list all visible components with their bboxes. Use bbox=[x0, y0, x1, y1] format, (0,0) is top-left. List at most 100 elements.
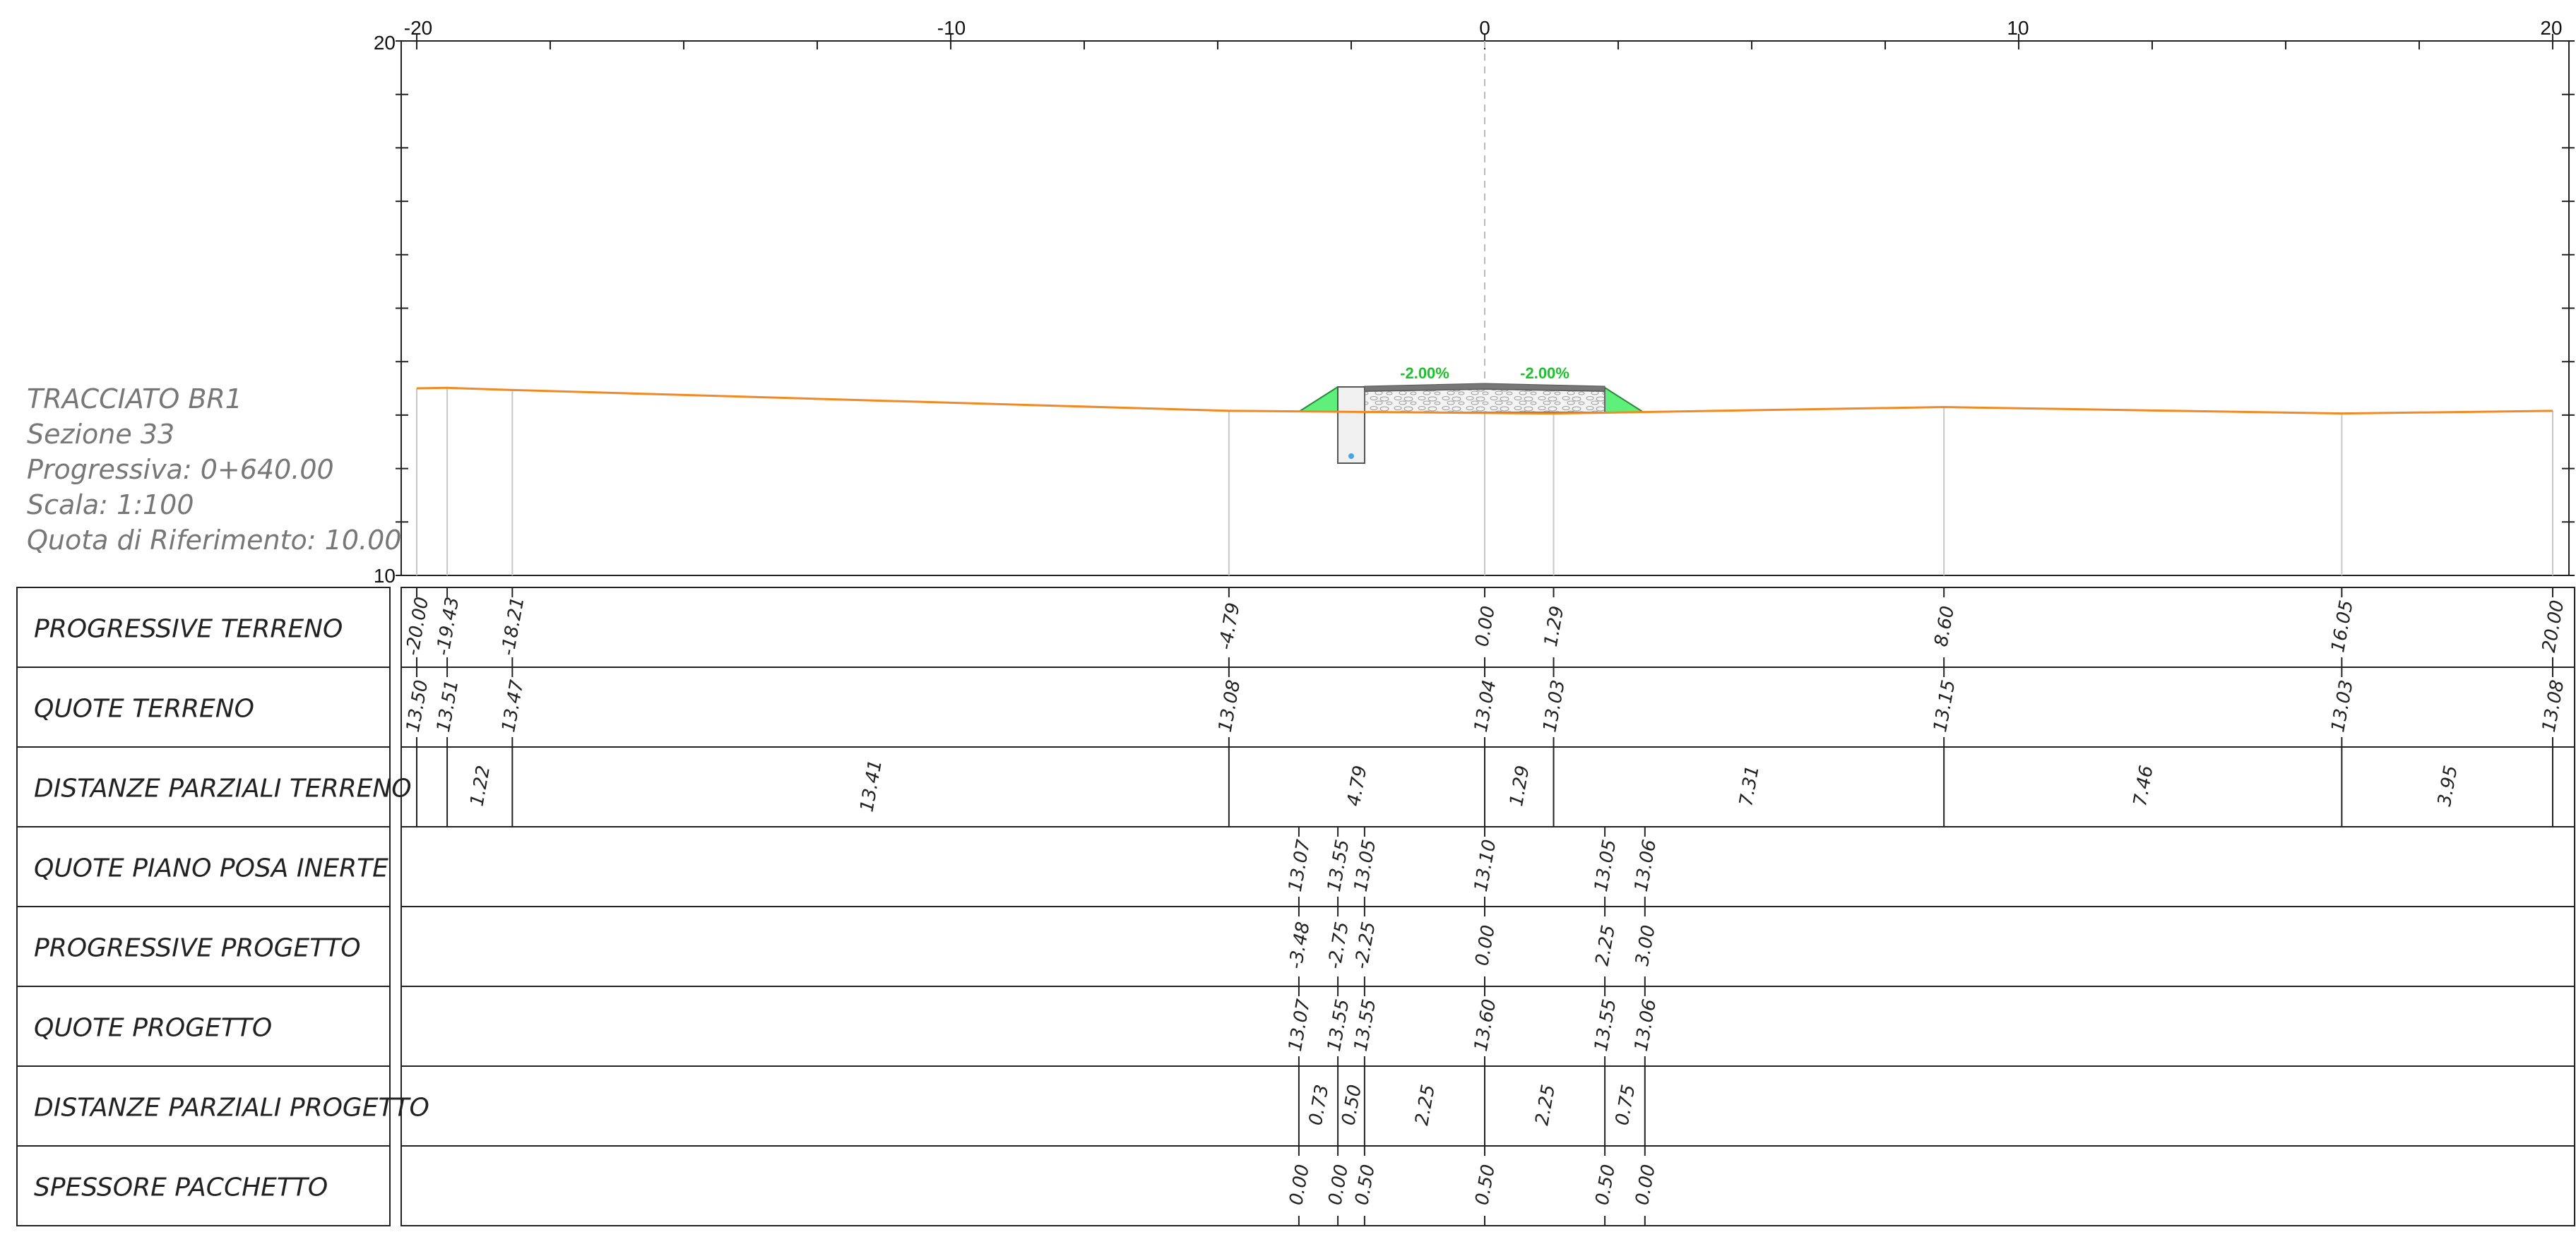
distance-label: 0.50 bbox=[1338, 1083, 1366, 1127]
axis-labels: -20 -10 0 10 20 20 10 bbox=[374, 17, 2563, 587]
distance-label: 13.41 bbox=[856, 758, 886, 814]
drain-point bbox=[1348, 453, 1354, 459]
row-label: PROGRESSIVE PROGETTO bbox=[34, 934, 361, 963]
distance-label: 3.95 bbox=[2434, 764, 2462, 808]
table-row: PROGRESSIVE TERRENO -20.00-19.43 -18.21 -4.… bbox=[16, 587, 2575, 668]
value-label: 13.60 bbox=[1471, 998, 1500, 1053]
value-label: 0.50 bbox=[1591, 1163, 1620, 1207]
row-value-cell bbox=[400, 1145, 2575, 1226]
value-label: 13.55 bbox=[1324, 838, 1353, 894]
distance-label: 1.29 bbox=[1506, 764, 1534, 808]
terrain-line bbox=[416, 386, 2553, 415]
x-tick-label-minus20: -20 bbox=[404, 17, 432, 39]
row-label: PROGRESSIVE TERRENO bbox=[34, 615, 343, 644]
value-label: 13.10 bbox=[1471, 838, 1500, 894]
value-label: 13.55 bbox=[1351, 998, 1380, 1053]
value-label: 13.06 bbox=[1631, 998, 1661, 1053]
value-label: -3.48 bbox=[1285, 920, 1314, 970]
x-tick-label-0: 0 bbox=[1479, 17, 1490, 39]
table-row: DISTANZE PARZIALI PROGETTO 0.73 0.50 2.25 2.… bbox=[16, 1065, 2575, 1147]
value-label: 2.25 bbox=[1591, 924, 1620, 967]
value-label: 0.00 bbox=[1471, 604, 1500, 648]
row-value-cell bbox=[400, 746, 2575, 827]
value-label: 0.00 bbox=[1286, 1163, 1314, 1207]
value-label: 0.00 bbox=[1324, 1163, 1353, 1207]
table-row: DISTANZE PARZIALI TERRENO 1.22 13.41 4.79 1.… bbox=[16, 746, 2575, 827]
y-tick-label-bottom: 10 bbox=[374, 565, 396, 587]
row-label: QUOTE PROGETTO bbox=[34, 1014, 272, 1043]
section-info-line-4: Scala: 1:100 bbox=[27, 489, 194, 520]
value-label: 13.15 bbox=[1930, 679, 1959, 734]
section-info-line-1: TRACCIATO BR1 bbox=[27, 383, 242, 414]
data-table: PROGRESSIVE TERRENO -20.00-19.43 -18.21 -4.… bbox=[16, 587, 2575, 1226]
value-label: 13.08 bbox=[2539, 679, 2568, 734]
pavement-layer bbox=[1364, 383, 1605, 392]
value-label: 13.50 bbox=[403, 679, 432, 734]
terrain-verticals bbox=[416, 388, 2553, 575]
value-label: 20.00 bbox=[2539, 599, 2568, 655]
value-label: 1.29 bbox=[1541, 604, 1569, 648]
distance-label: 7.46 bbox=[2130, 764, 2158, 808]
distance-label: 0.73 bbox=[1305, 1083, 1334, 1127]
value-label: 13.03 bbox=[1539, 679, 1569, 734]
table-row: PROGRESSIVE PROGETTO -3.48 -2.75-2.25 0.00 2… bbox=[16, 906, 2575, 987]
value-label: 13.51 bbox=[433, 679, 463, 734]
row-label: SPESSORE PACCHETTO bbox=[34, 1173, 328, 1202]
row-label: DISTANZE PARZIALI PROGETTO bbox=[34, 1094, 429, 1123]
distance-label: 2.25 bbox=[1411, 1083, 1440, 1127]
value-label: 3.00 bbox=[1632, 924, 1660, 967]
value-label: -4.79 bbox=[1215, 601, 1244, 651]
value-label: 13.03 bbox=[2327, 679, 2357, 734]
value-label: 13.07 bbox=[1285, 997, 1315, 1053]
left-trench bbox=[1337, 386, 1365, 464]
value-label: -2.25 bbox=[1351, 920, 1379, 970]
value-label: -19.43 bbox=[432, 595, 463, 657]
y-tick-label-top: 20 bbox=[374, 32, 396, 54]
distance-label: 0.75 bbox=[1612, 1083, 1640, 1127]
distance-label: 1.22 bbox=[467, 764, 495, 808]
value-label: 13.55 bbox=[1591, 998, 1620, 1053]
distance-label: 2.25 bbox=[1531, 1083, 1560, 1127]
value-label: -2.75 bbox=[1324, 920, 1353, 970]
row-label: QUOTE TERRENO bbox=[34, 695, 254, 724]
value-label: 13.06 bbox=[1631, 838, 1661, 894]
value-label: 0.50 bbox=[1471, 1163, 1500, 1207]
row-label: DISTANZE PARZIALI TERRENO bbox=[34, 775, 412, 803]
value-label: 13.05 bbox=[1351, 838, 1380, 894]
value-label: 8.60 bbox=[1930, 604, 1959, 648]
section-info-line-3: Progressiva: 0+640.00 bbox=[27, 454, 334, 485]
value-label: 0.00 bbox=[1632, 1163, 1660, 1207]
slope-label-right: -2.00% bbox=[1520, 364, 1569, 382]
value-label: 0.50 bbox=[1351, 1163, 1379, 1207]
gravel-layer bbox=[1364, 388, 1605, 413]
row-label: QUOTE PIANO POSA INERTE bbox=[34, 854, 388, 883]
row-value-cell bbox=[400, 1065, 2575, 1147]
value-label: 13.05 bbox=[1591, 838, 1620, 894]
value-label: 13.08 bbox=[1215, 679, 1245, 734]
section-info: TRACCIATO BR1 Sezione 33 Progressiva: 0+… bbox=[27, 383, 401, 556]
right-embankment bbox=[1604, 386, 1646, 413]
x-tick-label-10: 10 bbox=[2007, 17, 2029, 39]
value-label: 13.55 bbox=[1324, 998, 1353, 1053]
value-label: 13.04 bbox=[1471, 679, 1500, 734]
section-info-line-5: Quota di Riferimento: 10.00 bbox=[27, 525, 401, 556]
value-label: 0.00 bbox=[1471, 924, 1500, 967]
distance-label: 4.79 bbox=[1343, 764, 1372, 808]
x-tick-label-20: 20 bbox=[2540, 17, 2562, 39]
section-info-line-2: Sezione 33 bbox=[27, 419, 174, 450]
value-label: 16.05 bbox=[2327, 599, 2357, 655]
table-row: SPESSORE PACCHETTO 0.00 0.000.50 0.50 0.50 0.… bbox=[16, 1145, 2575, 1226]
x-tick-label-minus10: -10 bbox=[937, 17, 966, 39]
value-label: 13.47 bbox=[498, 678, 528, 734]
slope-label-left: -2.00% bbox=[1400, 364, 1449, 382]
value-label: -20.00 bbox=[402, 595, 433, 657]
value-label: -18.21 bbox=[497, 595, 528, 657]
table-row: QUOTE TERRENO 13.50 13.51 13.47 13.08 13.04 13… bbox=[16, 667, 2575, 748]
row-label-cell bbox=[16, 1145, 391, 1226]
value-label: 13.07 bbox=[1285, 837, 1315, 893]
y-minor-ticks bbox=[396, 40, 2575, 576]
distance-label: 7.31 bbox=[1735, 764, 1764, 808]
